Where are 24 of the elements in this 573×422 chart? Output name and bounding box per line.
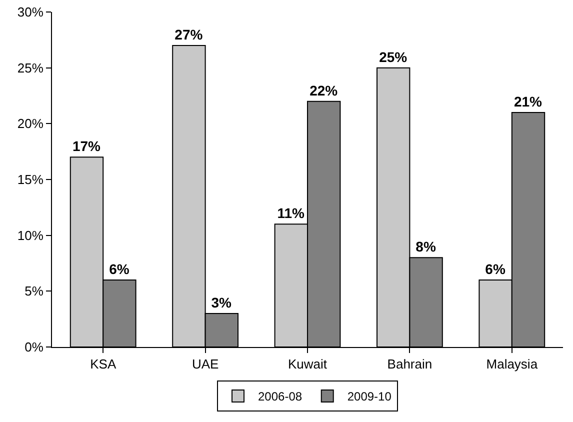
data-label: 8% (416, 238, 436, 255)
data-label: 21% (514, 94, 543, 110)
x-tick-label: KSA (90, 356, 116, 372)
y-tick-label: 0% (24, 340, 44, 355)
y-tick-label: 30% (17, 4, 44, 20)
y-tick-label: 10% (17, 228, 44, 243)
legend-label: 2009-10 (347, 390, 392, 404)
data-label: 25% (379, 48, 408, 65)
x-tick-label: Kuwait (288, 356, 328, 372)
y-tick-label: 25% (17, 60, 44, 76)
legend-label: 2006-08 (258, 390, 302, 404)
data-label: 11% (277, 205, 306, 222)
data-label: 27% (174, 26, 204, 42)
y-tick-label: 5% (24, 284, 44, 299)
x-tick-label: Malaysia (486, 356, 538, 372)
y-tick-label: 15% (17, 172, 44, 188)
data-label: 6% (485, 261, 506, 277)
x-tick-label: Bahrain (387, 356, 432, 372)
x-tick-label: UAE (192, 356, 219, 372)
y-tick-label: 20% (17, 116, 44, 132)
data-label: 6% (109, 261, 130, 277)
data-label: 22% (310, 82, 338, 98)
data-label: 3% (211, 294, 232, 310)
data-label: 17% (72, 138, 102, 154)
